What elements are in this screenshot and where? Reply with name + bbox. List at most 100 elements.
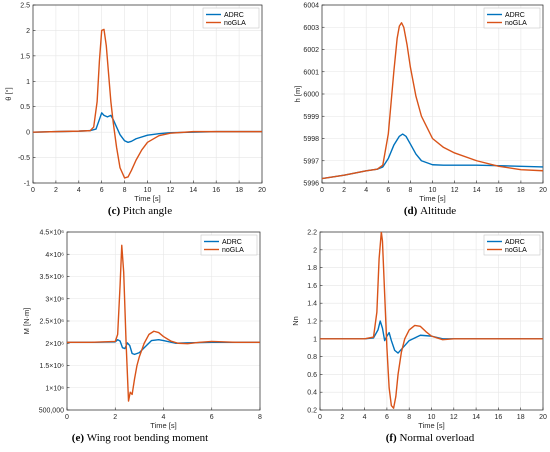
- x-tick-label: 4: [162, 414, 166, 421]
- y-tick-label: 1: [26, 79, 30, 86]
- x-axis-label: Time [s]: [150, 421, 176, 430]
- x-tick-label: 20: [258, 187, 266, 194]
- series-line-nogla: [33, 28, 262, 179]
- x-tick-label: 18: [517, 414, 525, 421]
- y-tick-label: 1.5: [20, 53, 30, 60]
- x-tick-label: 8: [407, 414, 411, 421]
- y-tick-label: 2: [313, 247, 317, 254]
- caption-title: Normal overload: [399, 432, 474, 444]
- x-tick-label: 12: [451, 187, 459, 194]
- x-tick-label: 12: [450, 414, 458, 421]
- caption-letter: (e): [72, 432, 87, 444]
- x-tick-label: 14: [473, 187, 481, 194]
- x-tick-label: 6: [100, 187, 104, 194]
- y-tick-label: 6004: [303, 3, 319, 10]
- legend-label-adrc: ADRC: [505, 12, 525, 19]
- caption-title: Wing root bending moment: [87, 432, 208, 444]
- chart-panel-c: 0 2 4 6 8 10 12 14 16 18 20 -1 -0.5 0 0.5 1 1.5 2 2.5 Time …: [4, 3, 266, 218]
- x-tick-label: 10: [429, 187, 437, 194]
- y-tick-label: 500,000: [39, 408, 64, 415]
- y-tick-label: 5997: [303, 158, 319, 165]
- y-tick-label: 1.8: [307, 265, 317, 272]
- panel-caption: (d) Altitude: [404, 205, 456, 217]
- y-tick-label: 0: [26, 130, 30, 137]
- y-tick-label: 2×10⁶: [45, 341, 64, 348]
- y-tick-label: 0.8: [307, 354, 317, 361]
- x-tick-label: 2: [340, 414, 344, 421]
- x-tick-label: 4: [363, 414, 367, 421]
- series-line-nogla: [320, 232, 543, 409]
- caption-title: Pitch angle: [123, 205, 172, 217]
- y-tick-label: -1: [24, 181, 30, 188]
- y-tick-label: 0.2: [307, 408, 317, 415]
- legend-label-adrc: ADRC: [222, 239, 242, 246]
- x-tick-label: 4: [77, 187, 81, 194]
- x-tick-label: 16: [212, 187, 220, 194]
- legend-label-nogla: noGLA: [224, 20, 246, 27]
- series-line-nogla: [67, 244, 260, 402]
- x-tick-label: 8: [123, 187, 127, 194]
- y-axis-label: h [m]: [293, 86, 302, 103]
- caption-letter: (f): [386, 432, 400, 444]
- y-tick-label: 4.5×10⁶: [40, 230, 65, 237]
- y-tick-label: 2: [26, 28, 30, 35]
- x-tick-label: 18: [235, 187, 243, 194]
- series-line-nogla: [322, 22, 543, 180]
- y-tick-label: 1: [313, 336, 317, 343]
- x-tick-label: 16: [495, 414, 503, 421]
- x-tick-label: 6: [386, 187, 390, 194]
- chart-panel-e: 0 2 4 6 8 500,000 1×10⁶ 1.5×10⁶ 2×10⁶ 2.5×10⁶ 3×10…: [22, 230, 262, 445]
- x-tick-label: 8: [258, 414, 262, 421]
- x-tick-label: 6: [385, 414, 389, 421]
- x-tick-label: 0: [318, 414, 322, 421]
- y-tick-label: 0.4: [307, 390, 317, 397]
- chart-panel-d: 0 2 4 6 8 10 12 14 16 18 20 5996 5997 5998 5999 6000 600…: [293, 3, 547, 218]
- x-tick-label: 10: [144, 187, 152, 194]
- x-tick-label: 14: [472, 414, 480, 421]
- y-tick-label: 5999: [303, 114, 319, 121]
- x-tick-label: 20: [539, 414, 547, 421]
- y-tick-label: 0.6: [307, 372, 317, 379]
- x-tick-label: 2: [54, 187, 58, 194]
- x-axis-label: Time [s]: [419, 194, 445, 203]
- y-tick-label: 2.5: [20, 3, 30, 10]
- x-tick-label: 18: [517, 187, 525, 194]
- y-tick-label: 2.5×10⁶: [40, 319, 65, 326]
- panel-caption: (f) Normal overload: [386, 432, 475, 444]
- y-axis-label: M [N·m]: [22, 308, 31, 335]
- y-tick-label: 4×10⁶: [45, 252, 64, 259]
- legend-label-nogla: noGLA: [505, 20, 527, 27]
- y-tick-label: 1.6: [307, 283, 317, 290]
- caption-title: Altitude: [420, 205, 456, 217]
- y-tick-label: 1.4: [307, 301, 317, 308]
- x-axis-label: Time [s]: [134, 194, 160, 203]
- x-axis-label: Time [s]: [418, 421, 444, 430]
- caption-letter: (d): [404, 205, 420, 217]
- caption-letter: (c): [108, 205, 123, 217]
- x-tick-label: 10: [428, 414, 436, 421]
- y-tick-label: 0.5: [20, 104, 30, 111]
- y-tick-label: 2.2: [307, 230, 317, 237]
- x-tick-label: 4: [364, 187, 368, 194]
- y-tick-label: 1.2: [307, 319, 317, 326]
- x-tick-label: 12: [167, 187, 175, 194]
- y-tick-label: 6003: [303, 25, 319, 32]
- y-tick-label: 6001: [303, 69, 319, 76]
- y-tick-label: 5996: [303, 181, 319, 188]
- x-tick-label: 2: [113, 414, 117, 421]
- y-tick-label: 6000: [303, 92, 319, 99]
- panel-caption: (c) Pitch angle: [108, 205, 172, 217]
- y-tick-label: 3.5×10⁶: [40, 274, 65, 281]
- legend-label-nogla: noGLA: [505, 247, 527, 254]
- y-tick-label: -0.5: [18, 155, 30, 162]
- y-tick-label: 1.5×10⁶: [40, 363, 65, 370]
- chart-panel-f: 0 2 4 6 8 10 12 14 16 18 20 0.2 0.4 0.6 0.8 1 1.2 1.4 1.6 1…: [291, 230, 547, 445]
- x-tick-label: 0: [320, 187, 324, 194]
- x-tick-label: 0: [31, 187, 35, 194]
- x-tick-label: 2: [342, 187, 346, 194]
